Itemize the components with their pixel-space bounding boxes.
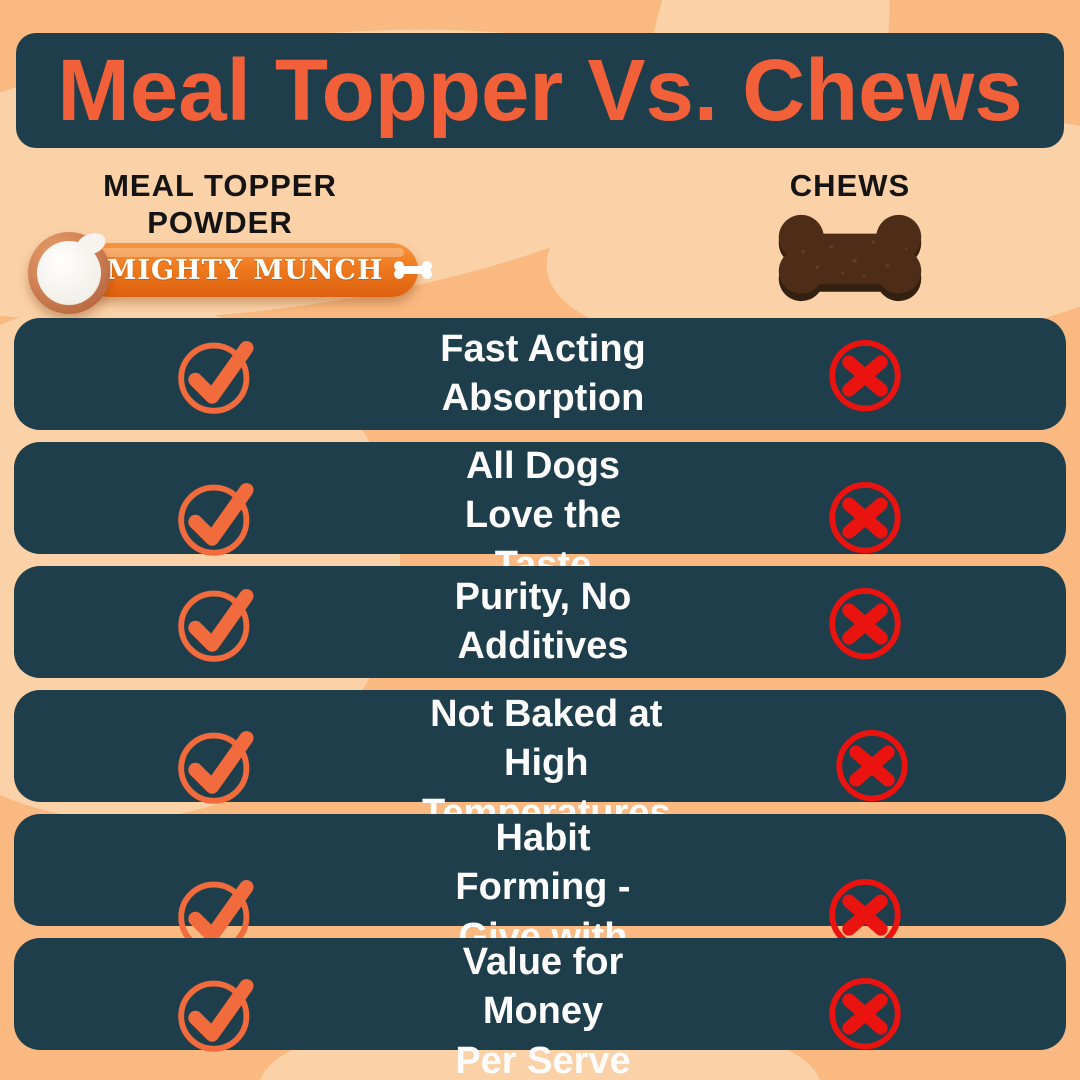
- bone-treat-graphic: [778, 214, 922, 302]
- check-icon: [178, 588, 254, 662]
- column-header-line: MEAL TOPPER: [103, 168, 337, 203]
- row-label-line: Fast Acting: [440, 327, 646, 370]
- column-header-chews: CHEWS: [690, 168, 1010, 205]
- cross-icon: [829, 587, 901, 660]
- row-label-line: Not Baked at High: [430, 693, 663, 785]
- column-header-line: POWDER: [147, 204, 293, 240]
- comparison-row-fast-acting: Fast Acting Absorption: [14, 318, 1066, 430]
- row-label: Purity, No Additives: [422, 573, 664, 672]
- meal-topper-scoop-image: MIGHTY MUNCH: [28, 229, 433, 314]
- row-label-line: Value for Money: [462, 941, 624, 1033]
- comparison-row-value: Value for Money Per Serve: [14, 938, 1066, 1080]
- row-label-line: Absorption: [441, 377, 645, 419]
- row-label-line: Per Serve: [455, 1039, 631, 1080]
- cross-icon: [835, 730, 908, 802]
- check-icon: [178, 483, 254, 556]
- check-icon: [178, 979, 254, 1052]
- bone-icon: [394, 261, 433, 279]
- check-icon: [178, 340, 254, 414]
- check-icon: [178, 731, 254, 804]
- page-title: Meal Topper Vs. Chews: [57, 41, 1023, 139]
- comparison-row-habit: Habit Forming - Give with Meal: [14, 814, 1066, 1007]
- row-label-line: Habit Forming -: [455, 817, 631, 909]
- scoop-bowl: [28, 229, 110, 314]
- scoop-handle: MIGHTY MUNCH: [69, 243, 433, 297]
- product-brand-label: MIGHTY MUNCH: [106, 254, 384, 286]
- cross-icon: [829, 482, 901, 554]
- chew-treat-image: [775, 208, 925, 308]
- row-label: Not Baked at High Temperatures: [422, 690, 671, 838]
- column-header-meal-topper: MEAL TOPPER POWDER: [60, 168, 380, 241]
- row-label-line: All Dogs: [465, 445, 621, 487]
- row-label: Value for Money Per Serve: [422, 938, 664, 1080]
- comparison-row-taste: All Dogs Love the Taste: [14, 442, 1066, 586]
- comparison-row-not-baked: Not Baked at High Temperatures: [14, 690, 1066, 834]
- row-label-line: Purity, No Additives: [454, 575, 632, 667]
- cross-icon: [829, 339, 901, 412]
- row-label: Fast Acting Absorption: [422, 325, 664, 424]
- comparison-row-purity: Purity, No Additives: [14, 566, 1066, 678]
- title-banner: Meal Topper Vs. Chews: [16, 33, 1064, 148]
- cross-icon: [829, 978, 901, 1050]
- comparison-table: Fast Acting Absorption All Dogs Love the…: [14, 318, 1066, 1080]
- column-header-line: CHEWS: [789, 168, 911, 203]
